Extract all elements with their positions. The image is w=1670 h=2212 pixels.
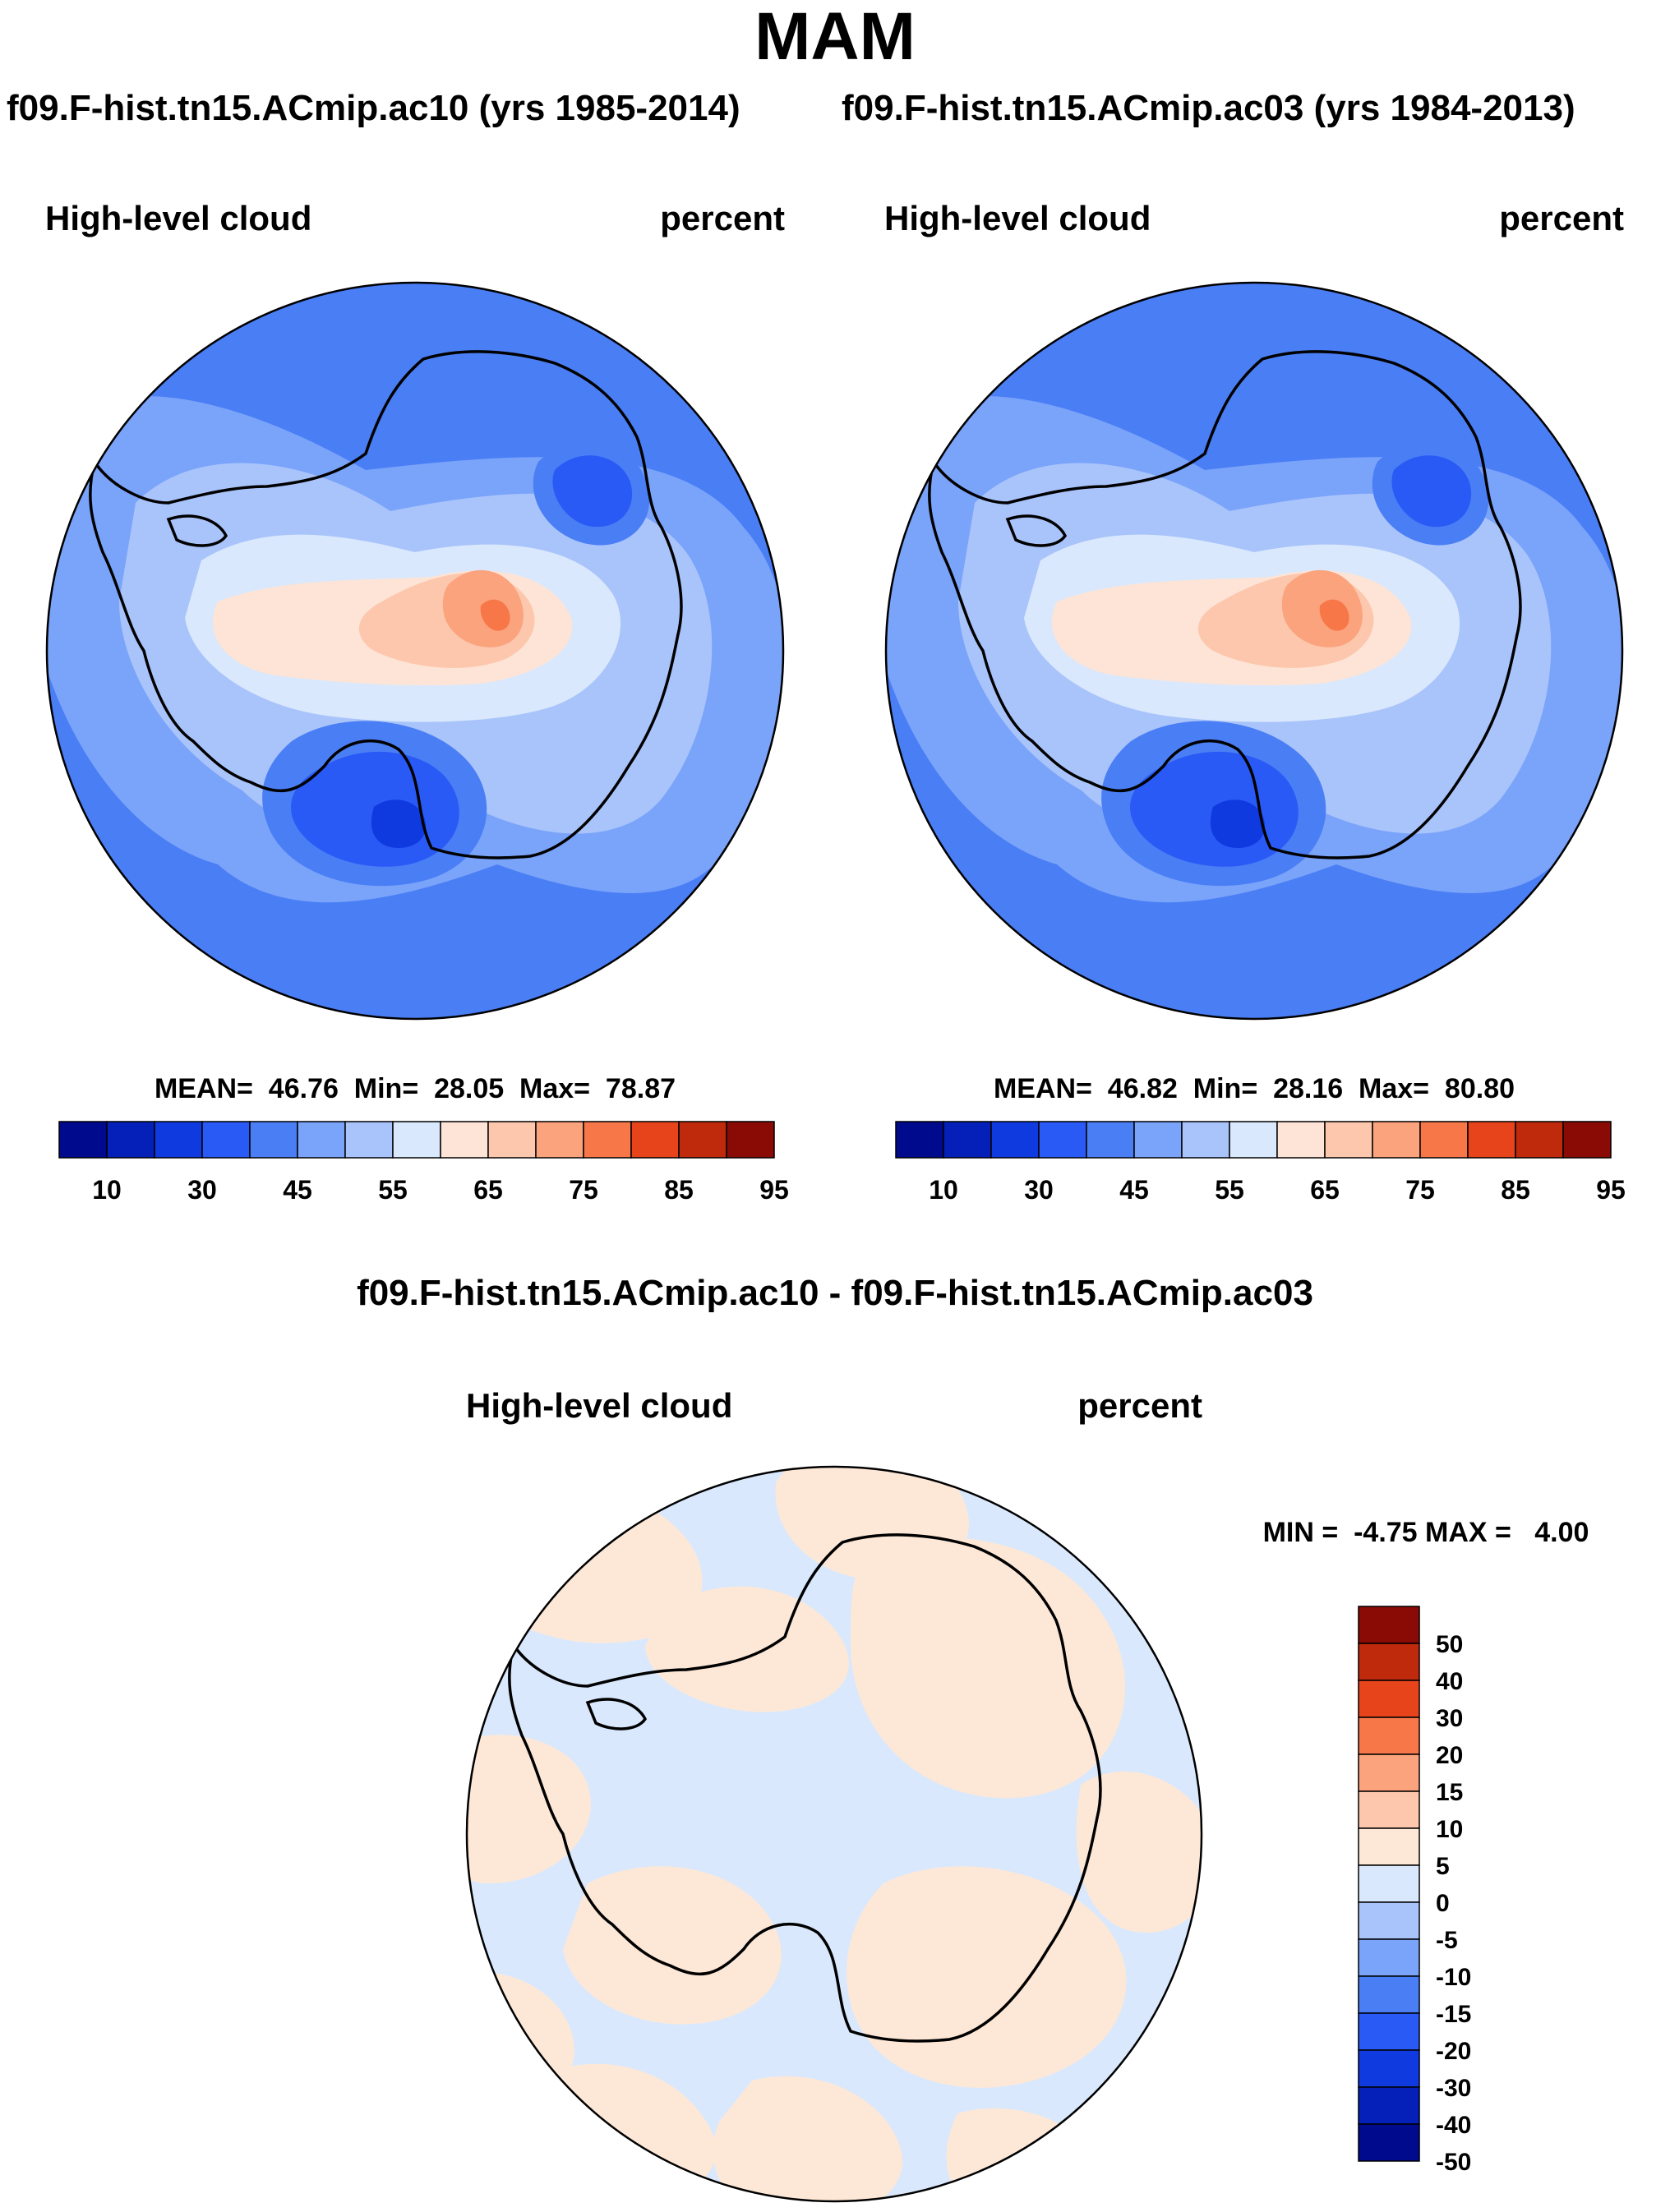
colorbar-ac10-swatch-0 <box>58 1121 108 1159</box>
colorbar-ac10-swatch-7 <box>392 1121 441 1159</box>
colorbar-ac03-swatch-10 <box>1372 1121 1421 1159</box>
colorbar-difference-swatch-3 <box>1358 1717 1420 1755</box>
panel-a-left-label: High-level cloud <box>45 199 311 237</box>
colorbar-ac10-swatch-10 <box>535 1121 584 1159</box>
colorbar-ac10-swatch-8 <box>440 1121 489 1159</box>
colorbar-difference-swatch-12 <box>1358 2049 1420 2088</box>
colorbar-difference-tick-label: -10 <box>1436 1964 1471 1991</box>
colorbar-ac10-swatch-13 <box>678 1121 727 1159</box>
colorbar-difference-swatch-0 <box>1358 1606 1420 1644</box>
colorbar-ac03-swatch-7 <box>1229 1121 1278 1159</box>
colorbar-difference-swatch-10 <box>1358 1975 1420 2014</box>
colorbar-ac10-tick-label: 85 <box>664 1175 694 1205</box>
map-ac10 <box>47 283 783 1019</box>
colorbar-ac03-swatch-0 <box>895 1121 944 1159</box>
colorbar-difference-tick-label: 0 <box>1436 1890 1450 1917</box>
colorbar-ac10-tick-label: 10 <box>92 1175 122 1205</box>
colorbar-difference-tick-label: 40 <box>1436 1668 1463 1695</box>
colorbar-ac10-swatch-2 <box>154 1121 203 1159</box>
colorbar-difference-swatch-13 <box>1358 2086 1420 2125</box>
colorbar-ac03-tick-label: 45 <box>1119 1175 1149 1205</box>
colorbar-ac10-tick-label: 30 <box>187 1175 217 1205</box>
colorbar-difference-swatch-5 <box>1358 1790 1420 1829</box>
colorbar-ac10-swatch-14 <box>726 1121 775 1159</box>
colorbar-ac03-swatch-3 <box>1038 1121 1087 1159</box>
colorbar-ac10-swatch-1 <box>106 1121 155 1159</box>
colorbar-ac10-tick-label: 95 <box>759 1175 789 1205</box>
map-ac03-border <box>884 281 1624 1021</box>
map-ac03 <box>886 283 1622 1019</box>
colorbar-ac03-swatch-9 <box>1324 1121 1373 1159</box>
colorbar-difference-tick-label: -50 <box>1436 2149 1471 2176</box>
colorbar-ac10-swatch-11 <box>583 1121 632 1159</box>
colorbar-difference-tick-label: -15 <box>1436 2001 1471 2028</box>
colorbar-ac10-tick-label: 45 <box>283 1175 312 1205</box>
main-title: MAM <box>754 0 916 74</box>
colorbar-ac03-swatch-2 <box>990 1121 1040 1159</box>
colorbar-ac10-swatch-9 <box>487 1121 537 1159</box>
colorbar-ac03-swatch-12 <box>1467 1121 1516 1159</box>
difference-title: f09.F-hist.tn15.ACmip.ac10 - f09.F-hist.… <box>357 1273 1313 1313</box>
colorbar-ac03: 10 30 45 55 65 75 85 95 <box>895 1121 1626 1205</box>
map-difference <box>467 1467 1202 2201</box>
panel-b-stats: MEAN= 46.82 Min= 28.16 Max= 80.80 <box>994 1073 1515 1104</box>
colorbar-ac03-swatch-8 <box>1276 1121 1326 1159</box>
map-ac10-border <box>45 281 785 1021</box>
colorbar-difference-swatch-11 <box>1358 2012 1420 2051</box>
subtitle-left: f09.F-hist.tn15.ACmip.ac10 (yrs 1985-201… <box>7 88 740 128</box>
colorbar-difference-swatch-4 <box>1358 1753 1420 1792</box>
panel-c-stats: MIN = -4.75 MAX = 4.00 <box>1263 1517 1589 1548</box>
panel-b-right-label: percent <box>1499 199 1624 237</box>
colorbar-difference-tick-label: 30 <box>1436 1705 1463 1732</box>
colorbar-ac10-tick-label: 55 <box>378 1175 408 1205</box>
colorbar-difference-tick-label: 5 <box>1436 1853 1450 1880</box>
colorbar-difference-tick-label: -20 <box>1436 2038 1471 2065</box>
colorbar-ac03-tick-label: 95 <box>1596 1175 1626 1205</box>
colorbar-difference-tick-label: 20 <box>1436 1742 1463 1769</box>
colorbar-difference-swatch-6 <box>1358 1827 1420 1866</box>
colorbar-difference-swatch-1 <box>1358 1643 1420 1681</box>
panel-c-left-label: High-level cloud <box>466 1386 732 1425</box>
colorbar-difference-tick-label: -30 <box>1436 2075 1471 2102</box>
colorbar-difference-swatch-14 <box>1358 2123 1420 2162</box>
subtitle-right: f09.F-hist.tn15.ACmip.ac03 (yrs 1984-201… <box>842 88 1575 128</box>
colorbar-ac10-swatch-5 <box>297 1121 346 1159</box>
colorbar-ac03-swatch-14 <box>1562 1121 1612 1159</box>
colorbar-ac10-swatch-3 <box>201 1121 251 1159</box>
colorbar-difference-swatch-8 <box>1358 1901 1420 1940</box>
colorbar-difference-tick-label: -40 <box>1436 2112 1471 2139</box>
colorbar-difference-swatch-2 <box>1358 1680 1420 1718</box>
panel-a-right-label: percent <box>660 199 785 237</box>
colorbar-ac03-tick-label: 65 <box>1310 1175 1340 1205</box>
colorbar-ac03-tick-label: 75 <box>1405 1175 1435 1205</box>
colorbar-difference-tick-label: 15 <box>1436 1779 1463 1806</box>
colorbar-ac03-tick-label: 10 <box>929 1175 958 1205</box>
colorbar-difference-tick-label: 50 <box>1436 1631 1463 1658</box>
colorbar-ac03-swatch-11 <box>1419 1121 1469 1159</box>
colorbar-ac03-swatch-1 <box>943 1121 992 1159</box>
colorbar-difference-swatch-9 <box>1358 1938 1420 1977</box>
panel-c-right-label: percent <box>1077 1386 1202 1425</box>
colorbar-ac10: 10 30 45 55 65 75 85 95 <box>58 1121 789 1205</box>
colorbar-ac10-tick-label: 65 <box>473 1175 503 1205</box>
panel-b-left-label: High-level cloud <box>884 199 1151 237</box>
colorbar-ac10-swatch-6 <box>344 1121 394 1159</box>
colorbar-ac10-tick-label: 75 <box>569 1175 598 1205</box>
colorbar-difference-tick-label: 10 <box>1436 1816 1463 1843</box>
colorbar-ac03-swatch-6 <box>1181 1121 1230 1159</box>
colorbar-ac03-tick-label: 30 <box>1024 1175 1054 1205</box>
colorbar-ac03-swatch-4 <box>1086 1121 1135 1159</box>
panel-a-stats: MEAN= 46.76 Min= 28.05 Max= 78.87 <box>155 1073 676 1104</box>
colorbar-difference-swatch-7 <box>1358 1864 1420 1903</box>
map-difference-border <box>465 1465 1203 2203</box>
colorbar-ac03-swatch-13 <box>1515 1121 1564 1159</box>
colorbar-difference-tick-label: -5 <box>1436 1927 1458 1954</box>
colorbar-ac10-swatch-12 <box>630 1121 680 1159</box>
colorbar-ac03-tick-label: 85 <box>1501 1175 1530 1205</box>
colorbar-ac03-tick-label: 55 <box>1215 1175 1244 1205</box>
colorbar-ac10-swatch-4 <box>249 1121 298 1159</box>
colorbar-ac03-swatch-5 <box>1133 1121 1183 1159</box>
